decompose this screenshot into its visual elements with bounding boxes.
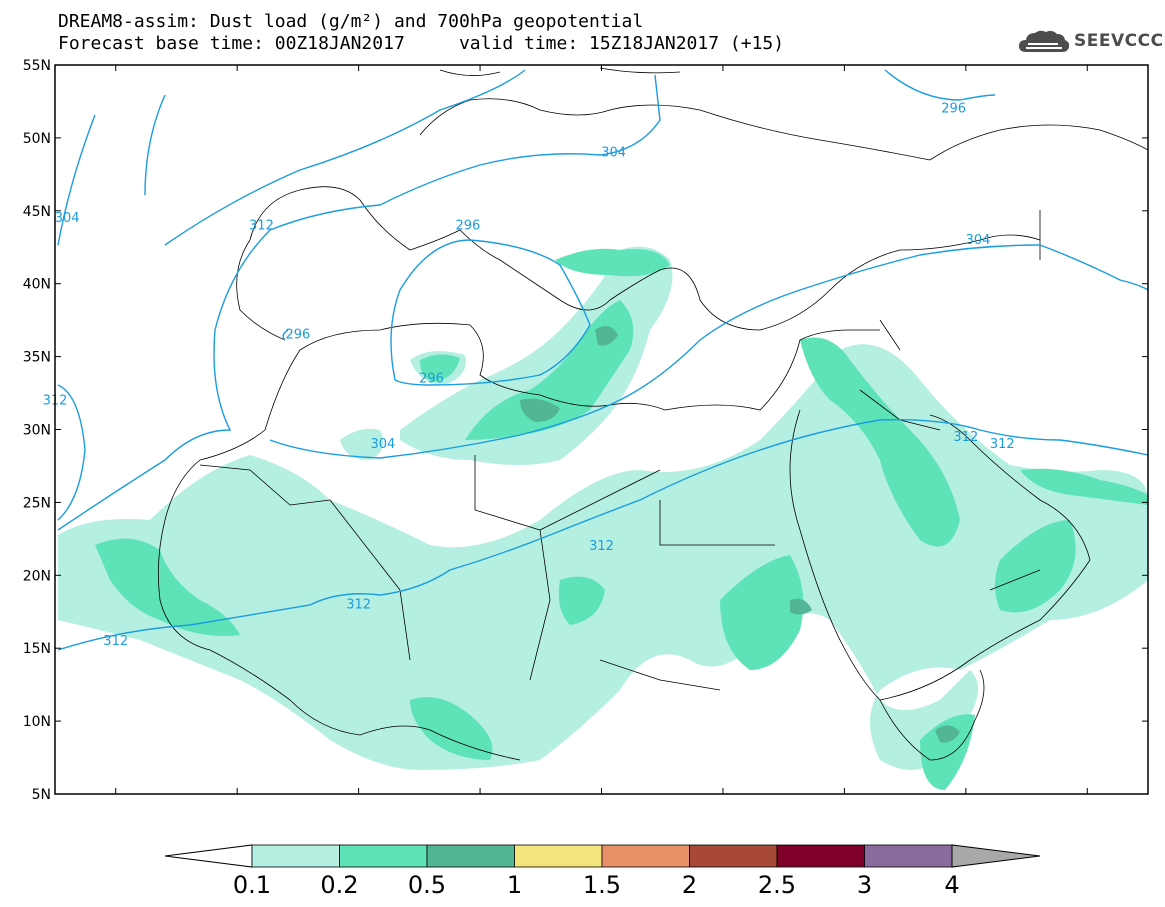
legend-swatch [514, 844, 603, 868]
contour-label: 304 [966, 233, 991, 248]
contour-label: 296 [285, 328, 310, 343]
legend-label: 2.5 [758, 871, 796, 899]
legend-label: 0.5 [408, 871, 446, 899]
lat-tick-label: 40N [23, 277, 51, 293]
geopotential-contours [57, 69, 1148, 651]
contour-label: 312 [249, 218, 274, 233]
dust-load-map: 296 304 312 304 296 296 296 304 304 312 312 312 312 3… [23, 58, 1149, 800]
legend-label: 0.2 [320, 871, 358, 899]
dust-field-high [520, 326, 960, 743]
legend-label: 1 [507, 871, 522, 899]
latitude-axis: 55N 50N 45N 40N 35N 30N 25N 20N 15N 10N 5N [23, 58, 1148, 800]
lat-tick-label: 20N [23, 568, 51, 584]
lat-tick-label: 50N [23, 131, 51, 147]
brand-logo: SEEVCCC [1018, 28, 1164, 54]
contour-label: 312 [953, 430, 978, 445]
lat-tick-label: 30N [23, 423, 51, 439]
contour-label: 312 [990, 437, 1015, 452]
lat-tick-label: 25N [23, 495, 51, 511]
contour-label: 304 [370, 437, 395, 452]
contour-label: 312 [589, 539, 614, 554]
contour-label: 296 [455, 218, 480, 233]
lat-tick-label: 55N [23, 58, 51, 74]
legend-swatch [864, 844, 953, 868]
contour-label: 296 [419, 371, 444, 386]
map-title: DREAM8-assim: Dust load (g/m²) and 700hP… [58, 11, 644, 32]
legend-high-arrow [951, 844, 1041, 868]
legend-swatch [776, 844, 865, 868]
dust-field-mid [95, 248, 1148, 790]
legend-low-arrow [164, 844, 253, 868]
lat-tick-label: 15N [23, 641, 51, 657]
legend-label: 2 [682, 871, 697, 899]
legend-labels: 0.1 0.2 0.5 1 1.5 2 2.5 3 4 [233, 871, 960, 899]
legend-swatch [339, 844, 428, 868]
legend-swatch [251, 844, 340, 868]
lat-tick-label: 35N [23, 350, 51, 366]
lat-tick-label: 5N [32, 787, 51, 800]
legend-swatch [601, 844, 690, 868]
legend-swatch [689, 844, 778, 868]
forecast-time-line: Forecast base time: 00Z18JAN2017 valid t… [58, 33, 785, 54]
contour-label: 304 [601, 145, 626, 160]
contour-labels: 296 304 312 304 296 296 296 304 304 312 312 312 312 3… [43, 102, 1015, 649]
cloud-logo-icon [1019, 30, 1070, 52]
contour-label: 312 [103, 634, 128, 649]
contour-label: 296 [941, 102, 966, 117]
brand-name: SEEVCCC [1074, 31, 1164, 51]
longitude-axis: 20W10W010E20E30E40E50E60E [115, 65, 1088, 794]
lat-tick-label: 45N [23, 204, 51, 220]
legend-label: 3 [857, 871, 872, 899]
lat-tick-label: 10N [23, 714, 51, 730]
legend-label: 0.1 [233, 871, 271, 899]
legend-swatch [426, 844, 515, 868]
legend-colorbar [164, 844, 1041, 868]
legend-label: 1.5 [583, 871, 621, 899]
legend-label: 4 [944, 871, 959, 899]
contour-label: 304 [55, 211, 80, 226]
contour-label: 312 [346, 597, 371, 612]
